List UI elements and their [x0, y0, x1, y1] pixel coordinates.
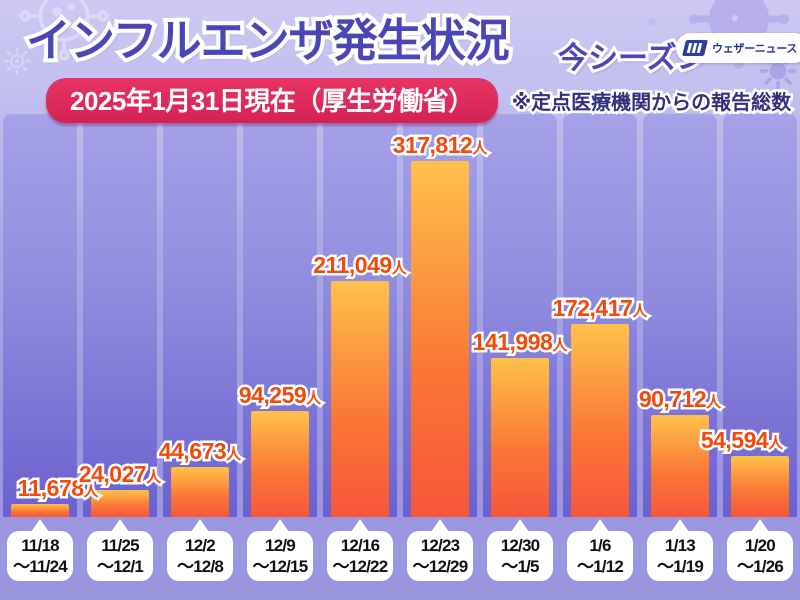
week-label-bubble: 12/2 〜12/8 [167, 519, 233, 581]
bar [11, 504, 69, 517]
week-label-line1: 12/23 [420, 536, 460, 555]
bar-value-label: 11,678人 11,678人 [15, 473, 101, 504]
week-label-line2: 〜12/15 [252, 557, 309, 576]
week-label-line1: 12/2 [185, 536, 216, 555]
week-label-line1: 1/6 [589, 536, 611, 555]
bar [571, 324, 629, 517]
header-badge-row: 2025年1月31日現在（厚生労働省） ※定点医療機関からの報告総数 ※定点医療… [46, 78, 794, 123]
bar-value-label: 90,712人 90,712人 [636, 384, 723, 415]
bar [491, 358, 549, 517]
bar [171, 467, 229, 517]
bar-value-label: 211,049人 211,049人 [311, 250, 409, 281]
page-title: インフルエンザ発生状況 インフルエンザ発生状況 [22, 11, 514, 70]
week-label-bubble: 12/16 〜12/22 [327, 519, 393, 581]
bar-value-label: 94,259人 94,259人 [236, 380, 323, 411]
column-band [723, 114, 797, 517]
bar [91, 490, 149, 517]
week-label-line2: 〜12/8 [176, 557, 224, 576]
week-label-bubble: 11/18 〜11/24 [7, 519, 73, 581]
week-label-line1: 12/30 [500, 536, 540, 555]
week-label-line1: 12/16 [340, 536, 380, 555]
bar-value-label: 317,812人 317,812人 [390, 130, 490, 161]
week-label-line1: 1/13 [665, 536, 696, 555]
week-label-line2: 〜1/5 [501, 557, 539, 576]
weathernews-logo: ウェザーニュース [676, 33, 800, 63]
bar [251, 411, 309, 517]
bar-value-label: 44,673人 44,673人 [156, 436, 243, 467]
week-label-line1: 1/20 [745, 536, 776, 555]
week-label-bubble: 1/20 〜1/26 [727, 519, 793, 581]
column-band [163, 114, 237, 517]
week-label-line2: 〜12/1 [96, 557, 144, 576]
bar-value-label: 141,998人 141,998人 [470, 327, 570, 358]
week-label-bubble: 1/13 〜1/19 [647, 519, 713, 581]
bar-value-label: 24,027人 24,027人 [76, 459, 163, 490]
column-band [83, 114, 157, 517]
bar [651, 415, 709, 517]
week-label-bubble: 12/30 〜1/5 [487, 519, 553, 581]
week-label-bubble: 11/25 〜12/1 [87, 519, 153, 581]
wn-flag-icon [682, 40, 708, 56]
bar [731, 456, 789, 517]
report-note: ※定点医療機関からの報告総数 ※定点医療機関からの報告総数 [509, 90, 793, 117]
logo-text: ウェザーニュース [712, 43, 798, 55]
week-label-bubble: 1/6 〜1/12 [567, 519, 633, 581]
column-band [3, 114, 77, 517]
week-label-line2: 〜1/26 [736, 557, 784, 576]
week-label-bubble: 12/23 〜12/29 [407, 519, 473, 581]
week-label-line2: 〜11/24 [13, 557, 68, 576]
week-label-line1: 11/18 [21, 536, 59, 555]
page-title-text: インフルエンザ発生状況 [26, 15, 510, 66]
bar-value-label: 54,594人 54,594人 [698, 425, 785, 456]
bar-value-label: 172,417人 172,417人 [550, 293, 650, 324]
week-label-line1: 12/9 [265, 536, 296, 555]
week-label-line2: 〜12/29 [412, 557, 469, 576]
bar [411, 161, 469, 517]
bar [331, 281, 389, 517]
week-label-line2: 〜1/19 [656, 557, 704, 576]
date-badge: 2025年1月31日現在（厚生労働省） [46, 78, 498, 123]
week-label-line1: 11/25 [101, 536, 139, 555]
week-label-line2: 〜1/12 [576, 557, 624, 576]
week-label-bubble: 12/9 〜12/15 [247, 519, 313, 581]
week-label-line2: 〜12/22 [332, 557, 389, 576]
